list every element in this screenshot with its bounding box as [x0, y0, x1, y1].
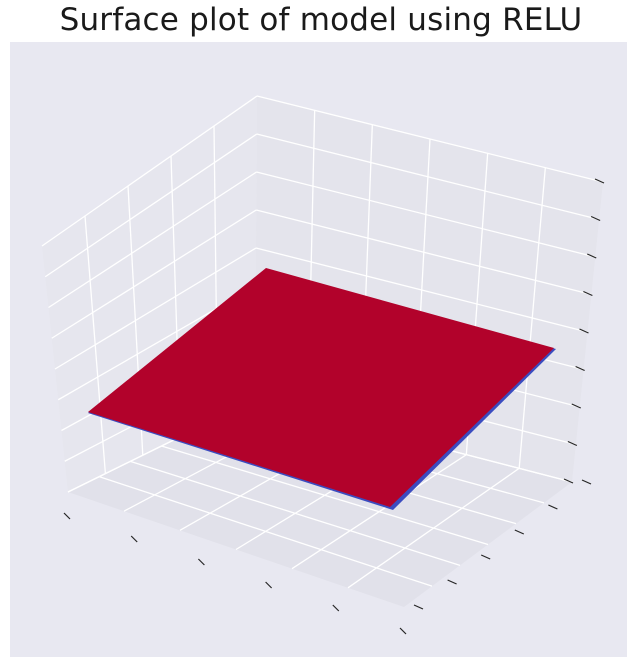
tick-mark — [514, 529, 525, 535]
tick-mark — [447, 579, 457, 585]
chart-title: Surface plot of model using RELU — [59, 2, 583, 38]
tick-mark — [413, 604, 424, 610]
tick-mark — [567, 440, 578, 447]
tick-mark — [480, 554, 491, 560]
tick-mark — [587, 253, 597, 259]
tick-mark — [563, 478, 574, 484]
tick-mark — [197, 558, 205, 566]
tick-mark — [332, 604, 340, 612]
tick-mark — [548, 504, 558, 510]
grid-line — [130, 460, 461, 566]
tick-mark — [583, 290, 593, 297]
tick-mark — [63, 512, 71, 520]
grid-line — [98, 476, 433, 587]
grid-line — [48, 171, 257, 309]
tick-mark — [590, 215, 601, 222]
grid-line — [255, 247, 588, 333]
tick-mark — [575, 365, 585, 372]
tick-mark — [399, 627, 407, 635]
grid-line — [41, 95, 258, 247]
tick-mark — [594, 178, 605, 184]
grid-line — [54, 247, 257, 370]
tick-mark — [581, 479, 592, 485]
grid-line — [161, 445, 489, 546]
grid-line — [256, 133, 600, 221]
grid-line — [256, 209, 592, 296]
tick-mark — [571, 403, 581, 409]
tick-mark — [579, 328, 589, 334]
grid-line — [256, 171, 596, 258]
tick-marks — [63, 178, 605, 635]
tick-mark — [130, 535, 138, 543]
tick-mark — [265, 581, 273, 589]
grid-line — [44, 133, 258, 278]
grid-line — [256, 95, 604, 183]
grid-line — [51, 209, 257, 339]
surface-face — [88, 268, 554, 507]
